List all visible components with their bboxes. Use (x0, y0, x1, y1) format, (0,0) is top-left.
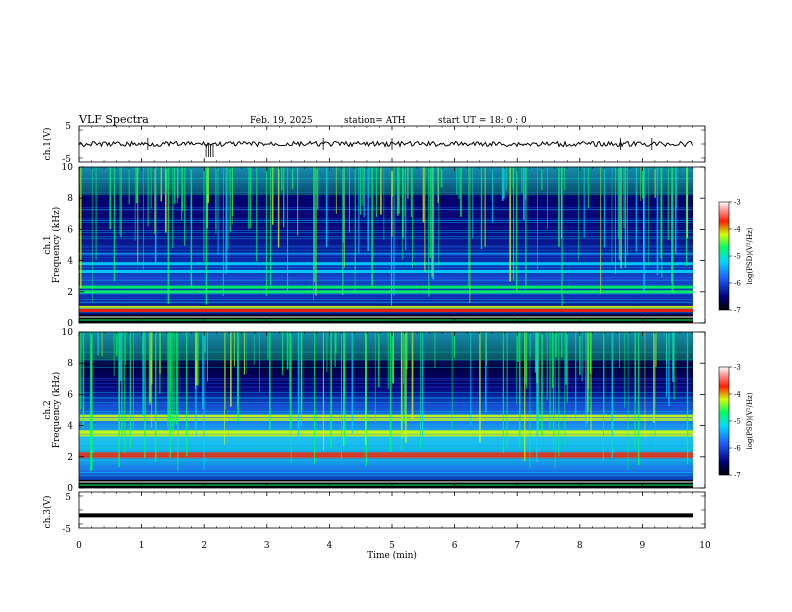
y-tick-label: 8 (67, 359, 73, 369)
colorbar-ch1-label: log(PSD)(V²/Hz) (746, 227, 754, 284)
ch3-wave-ylabel: ch.3(V) (42, 496, 53, 529)
colorbar-ch1: -3 -4 -5 -6 -7 log(PSD)(V²/Hz) (718, 199, 754, 315)
x-tick-label: 3 (264, 541, 270, 551)
ch2-spectrogram-panel: 10 8 6 4 2 0 ch.2 Frequency (kHz) (43, 328, 706, 494)
x-tick-label: 7 (514, 541, 520, 551)
figure-title: VLF Spectra (78, 113, 149, 126)
ch3-waveform-frame (78, 491, 706, 529)
ch3-waveform-panel: 5 -5 ch.3(V) (42, 491, 706, 535)
time-axis: 0 1 2 3 4 5 6 7 8 9 10 (76, 126, 711, 551)
low-frequency-band (79, 315, 693, 323)
ch1-spectrogram-yticks: 10 8 6 4 2 0 (62, 163, 705, 329)
colorbar-tick-label: -7 (734, 472, 741, 480)
ch1-wave-ylabel: ch.1(V) (42, 128, 53, 161)
ch2-spectrogram-sferics (79, 332, 693, 472)
y-tick-label: 4 (67, 257, 73, 267)
y-tick-label: 8 (67, 194, 73, 204)
x-tick-label: 1 (139, 541, 145, 551)
spectral-band (79, 417, 693, 421)
x-tick-label: 0 (76, 541, 82, 551)
y-tick-label: 2 (67, 288, 73, 298)
x-tick-label: 10 (699, 541, 711, 551)
y-tick-label: 2 (67, 453, 73, 463)
spectral-band (79, 309, 693, 313)
y-tick-label: 0 (67, 484, 73, 494)
spectral-band (79, 262, 693, 266)
y-tick-label: 4 (67, 422, 73, 432)
spectral-band (79, 270, 693, 274)
ch1-wave-tick-bottom: -5 (62, 155, 71, 165)
low-frequency-band (79, 480, 693, 488)
colorbar-tick-label: -4 (734, 226, 741, 234)
ch1-spec-ylabel-top: ch.1 (43, 235, 53, 254)
x-tick-label: 4 (327, 541, 333, 551)
station-label: station= ATH (344, 116, 406, 126)
spectral-band (79, 305, 693, 309)
x-tick-label: 9 (640, 541, 646, 551)
x-tick-label: 8 (577, 541, 583, 551)
spectral-band (79, 290, 693, 294)
ch1-wave-tick-top: 5 (65, 122, 71, 132)
colorbar-tick-label: -5 (734, 253, 741, 261)
ch2-spectrogram-yticks: 10 8 6 4 2 0 (62, 328, 705, 494)
ch1-spectrogram-bands (79, 177, 693, 323)
x-tick-label: 5 (389, 541, 395, 551)
colorbar-ch2-gradient (718, 366, 730, 476)
ch3-wave-tick-top: 5 (65, 493, 71, 503)
ch1-waveform-spikes (147, 138, 653, 157)
colorbar-tick-label: -7 (734, 307, 741, 315)
high-frequency-haze (79, 332, 693, 360)
time-axis-label: Time (min) (367, 550, 417, 561)
spectral-band (79, 455, 693, 459)
y-tick-label: 6 (67, 225, 73, 235)
colorbar-ch1-gradient (718, 201, 730, 311)
ch1-waveform-line (78, 140, 693, 149)
y-tick-label: 6 (67, 390, 73, 400)
ch2-spec-ylabel-bottom: Frequency (kHz) (51, 372, 62, 449)
colorbar-tick-label: -6 (734, 445, 741, 453)
y-tick-label: 10 (62, 163, 74, 173)
x-tick-label: 2 (201, 541, 207, 551)
spectral-band (79, 430, 693, 434)
colorbar-ch2-label: log(PSD)(V²/Hz) (746, 392, 754, 449)
spectral-band (79, 452, 693, 456)
colorbar-tick-label: -6 (734, 280, 741, 288)
colorbar-tick-label: -3 (734, 364, 741, 372)
ch1-spec-ylabel-bottom: Frequency (kHz) (51, 207, 62, 284)
colorbar-tick-label: -4 (734, 391, 741, 399)
start-time-label: start UT = 18: 0 : 0 (438, 116, 527, 126)
x-tick-label: 6 (452, 541, 458, 551)
y-tick-label: 0 (67, 319, 73, 329)
date-label: Feb. 19, 2025 (250, 116, 313, 126)
colorbar-tick-label: -5 (734, 418, 741, 426)
ch1-spectrogram-sferics (79, 167, 693, 306)
colorbar-ch2-ticks: -3 -4 -5 -6 -7 (729, 364, 741, 480)
y-tick-label: 10 (62, 328, 74, 338)
colorbar-tick-label: -3 (734, 199, 741, 207)
high-frequency-haze (79, 167, 693, 195)
spectral-band (79, 414, 693, 418)
colorbar-ch1-ticks: -3 -4 -5 -6 -7 (729, 199, 741, 315)
ch1-spectrogram-panel: 10 8 6 4 2 0 ch.1 Frequency (kHz) (43, 163, 706, 329)
ch2-spec-ylabel-top: ch.2 (43, 400, 53, 419)
colorbar-ch2: -3 -4 -5 -6 -7 log(PSD)(V²/Hz) (718, 364, 754, 480)
spectral-band (79, 285, 693, 289)
ch3-wave-tick-bottom: -5 (62, 525, 71, 535)
